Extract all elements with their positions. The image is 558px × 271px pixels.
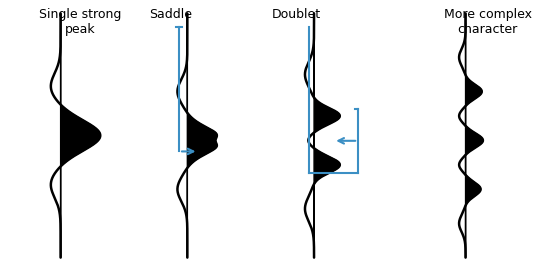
Text: Doublet: Doublet — [272, 8, 321, 21]
Text: Single strong
peak: Single strong peak — [39, 8, 121, 36]
Polygon shape — [314, 13, 340, 258]
Polygon shape — [465, 13, 483, 258]
Text: Saddle: Saddle — [149, 8, 192, 21]
Text: More complex
character: More complex character — [444, 8, 532, 36]
Polygon shape — [61, 13, 100, 258]
Polygon shape — [187, 13, 217, 258]
